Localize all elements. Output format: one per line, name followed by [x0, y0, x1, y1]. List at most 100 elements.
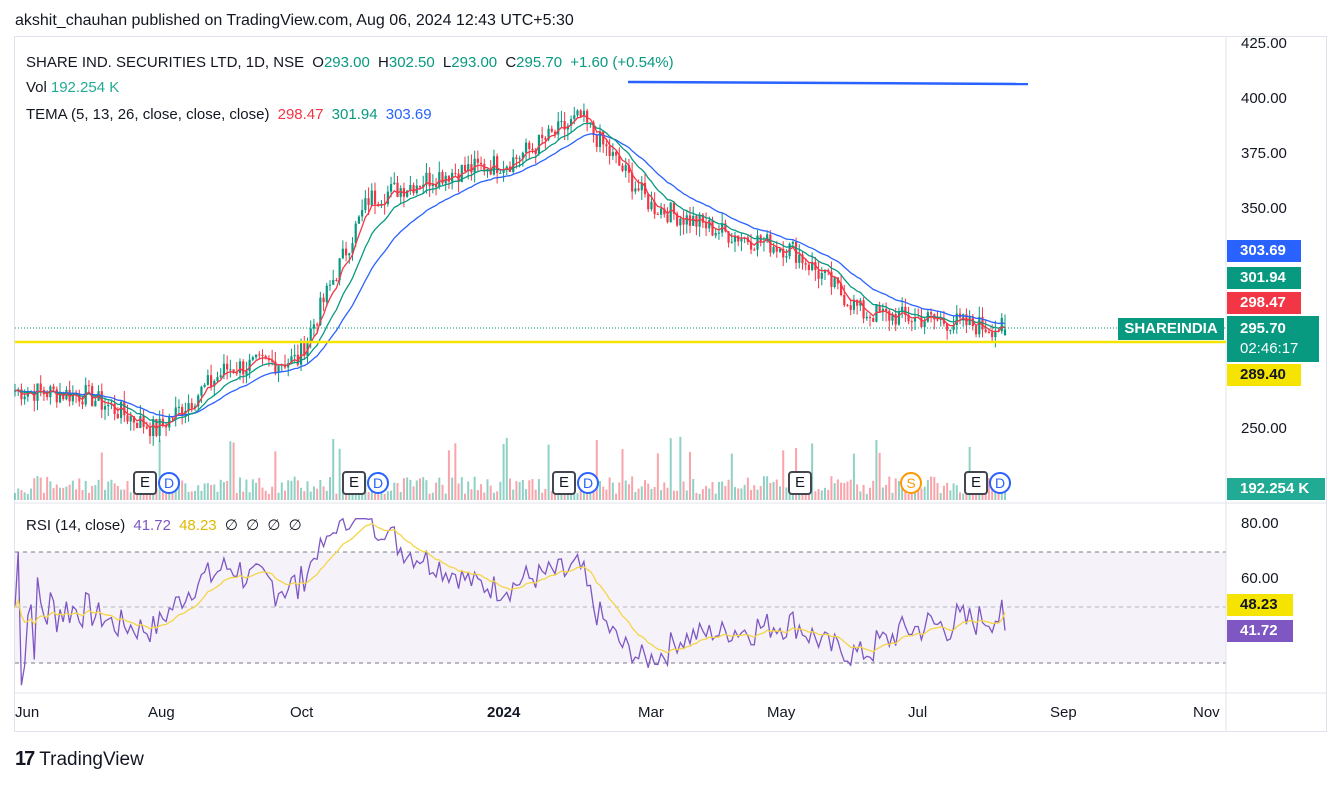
volume-bar [190, 491, 193, 500]
volume-bar [55, 484, 58, 500]
volume-bar [438, 477, 441, 500]
tema-26-tag: 303.69 [1227, 240, 1301, 262]
symbol-tag: SHAREINDIA [1118, 318, 1224, 340]
volume-bar [97, 479, 100, 500]
volume-bar [820, 490, 823, 500]
volume-bar [447, 450, 450, 500]
volume-bar [872, 480, 875, 500]
volume-bar [917, 485, 920, 500]
price-tick: 425.00 [1241, 35, 1287, 52]
candle-body [859, 300, 862, 306]
candle-body [13, 390, 17, 392]
open-label: O293.00 [312, 54, 370, 71]
volume-bar [20, 490, 23, 500]
candle-body [579, 110, 582, 117]
candle-body [396, 182, 399, 197]
volume-bar [222, 482, 225, 500]
dividend-marker[interactable]: D [367, 472, 389, 494]
level-tag: 289.40 [1227, 364, 1301, 386]
volume-bar [746, 477, 749, 500]
volume-bar [512, 489, 515, 500]
volume-bar [219, 479, 222, 500]
split-marker[interactable]: S [900, 472, 922, 494]
volume-bar [634, 492, 637, 500]
volume-bar [206, 483, 209, 500]
volume-bar [644, 480, 646, 500]
candle-body [499, 172, 502, 174]
volume-bar [255, 482, 258, 500]
volume-bar [473, 476, 476, 500]
volume-bar [39, 477, 42, 500]
candle-body [181, 407, 184, 416]
candle-body [203, 384, 206, 387]
candle-body [955, 313, 958, 326]
candle-body [865, 316, 868, 319]
volume-bar [303, 491, 306, 500]
candle-body [656, 214, 659, 216]
volume-bar [920, 488, 923, 500]
volume-bar [942, 485, 945, 500]
volume-bar [46, 476, 49, 500]
dividend-marker[interactable]: D [989, 472, 1011, 494]
volume-bar [881, 487, 884, 500]
candle-body [901, 306, 904, 313]
volume-bar [17, 488, 20, 500]
volume-bar [656, 453, 659, 500]
volume-bar [878, 452, 881, 500]
volume-bar [579, 490, 582, 500]
candle-body [370, 190, 373, 205]
volume-bar [814, 491, 817, 500]
volume-bar [258, 477, 261, 500]
volume-bar [708, 488, 711, 500]
candle-body [58, 393, 62, 403]
candle-body [782, 248, 785, 258]
candle-body [888, 310, 891, 321]
candle-body [386, 191, 389, 205]
volume-bar [451, 477, 454, 500]
price-tick: 350.00 [1241, 200, 1287, 217]
volume-bar [962, 493, 965, 500]
volume-bar [952, 483, 955, 500]
volume-bar [930, 476, 933, 500]
earnings-marker[interactable]: E [788, 471, 812, 495]
candle-body [463, 164, 467, 172]
candle-body [367, 198, 370, 205]
candle-body [20, 389, 23, 400]
candle-body [833, 277, 836, 287]
candle-body [775, 246, 778, 252]
candle-body [608, 146, 611, 156]
candle-body [595, 134, 598, 147]
volume-bar [49, 481, 52, 500]
volume-bar [309, 491, 312, 500]
candle-body [682, 218, 685, 225]
volume-bar [454, 443, 457, 500]
candle-body [586, 110, 589, 123]
candle-body [406, 190, 409, 197]
earnings-marker[interactable]: E [342, 471, 366, 495]
earnings-marker[interactable]: E [964, 471, 988, 495]
volume-bar [277, 492, 280, 500]
volume-bar [534, 489, 537, 500]
volume-bar [772, 481, 775, 500]
volume-bar [113, 483, 116, 500]
dividend-marker[interactable]: D [158, 472, 180, 494]
volume-bar [107, 481, 110, 500]
volume-bar [955, 485, 958, 500]
volume-bar [155, 488, 158, 500]
candle-body [550, 128, 553, 132]
volume-bar [84, 480, 87, 500]
tradingview-logo-icon: 17 [15, 748, 35, 770]
candle-body [521, 152, 524, 159]
volume-bar [576, 493, 579, 500]
rsi-band [15, 552, 1226, 663]
earnings-marker[interactable]: E [552, 471, 576, 495]
dividend-marker[interactable]: D [577, 472, 599, 494]
symbol-label: SHARE IND. SECURITIES LTD, 1D, NSE [26, 54, 305, 71]
volume-bar [406, 477, 409, 500]
candle-body [271, 360, 274, 362]
tema-legend: TEMA (5, 13, 26, close, close, close) 29… [26, 106, 432, 123]
candle-body [531, 148, 534, 150]
earnings-marker[interactable]: E [133, 471, 157, 495]
volume-bar [502, 443, 505, 500]
